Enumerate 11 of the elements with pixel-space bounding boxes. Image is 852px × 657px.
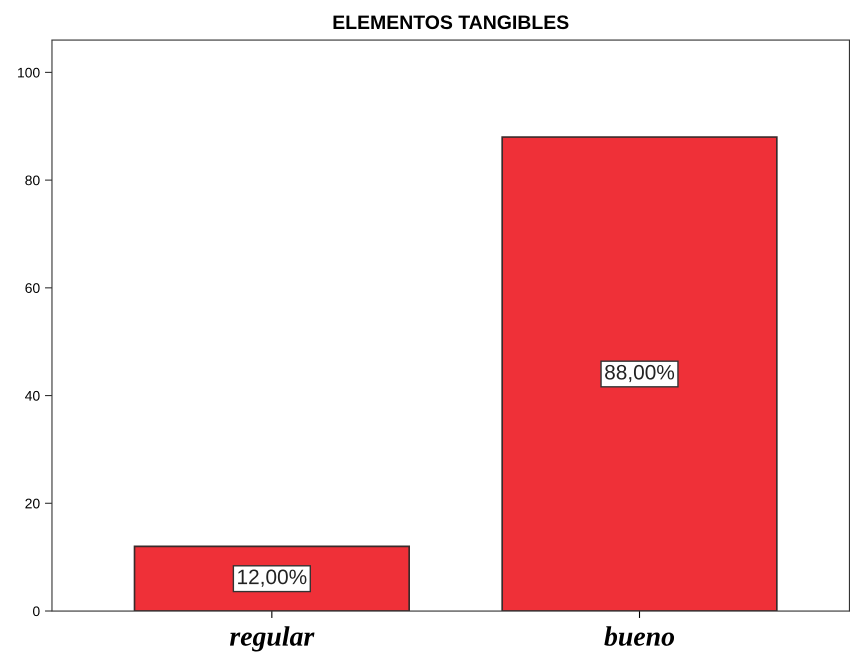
y-tick-label: 40 bbox=[25, 390, 40, 401]
y-tick-label: 80 bbox=[25, 175, 40, 186]
y-tick-label: 20 bbox=[25, 498, 40, 508]
data-label: 88,00% bbox=[605, 364, 674, 382]
y-tick-label: 60 bbox=[25, 283, 40, 294]
y-tick-label: 100 bbox=[18, 68, 40, 78]
chart-title: ELEMENTOS TANGIBLES bbox=[334, 15, 568, 30]
x-tick-label: regular bbox=[230, 626, 314, 652]
data-label: 12,00% bbox=[238, 570, 306, 587]
x-tick-label: bueno bbox=[604, 626, 674, 646]
y-tick-label: 0 bbox=[32, 606, 40, 616]
